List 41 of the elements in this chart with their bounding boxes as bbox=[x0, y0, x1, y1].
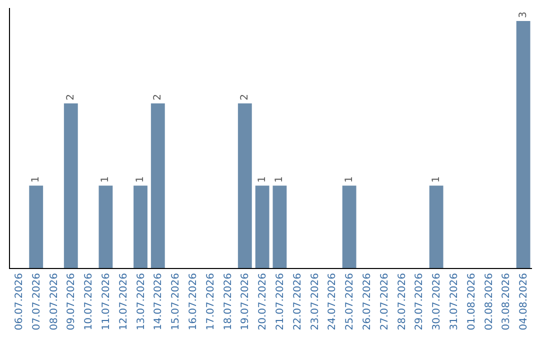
x-tick-label: 13.07.2026 bbox=[136, 273, 147, 330]
data-label: 1 bbox=[100, 176, 112, 183]
x-tick-label: 23.07.2026 bbox=[310, 273, 321, 330]
x-tick-label: 16.07.2026 bbox=[188, 273, 199, 330]
x-tick-label: 07.07.2026 bbox=[31, 273, 42, 330]
x-tick-label: 09.07.2026 bbox=[66, 273, 78, 330]
x-tick-label: 06.07.2026 bbox=[14, 273, 25, 330]
data-label: 1 bbox=[256, 176, 268, 183]
data-label: 1 bbox=[135, 176, 146, 183]
x-tick-label: 10.07.2026 bbox=[84, 273, 95, 330]
x-tick-label: 21.07.2026 bbox=[274, 273, 286, 330]
x-tick-label: 12.07.2026 bbox=[118, 273, 130, 330]
data-label: 2 bbox=[152, 94, 164, 100]
x-tick-label: 31.07.2026 bbox=[448, 273, 460, 330]
x-tick-label: 01.08.2026 bbox=[466, 273, 478, 330]
data-label: 1 bbox=[274, 176, 286, 183]
x-tick-label: 02.08.2026 bbox=[484, 273, 495, 330]
x-tick-label: 15.07.2026 bbox=[170, 273, 182, 330]
x-tick-label: 03.08.2026 bbox=[501, 273, 512, 330]
x-tick-label: 29.07.2026 bbox=[414, 273, 426, 330]
x-tick-label: 22.07.2026 bbox=[292, 273, 304, 330]
x-tick-label: 24.07.2026 bbox=[327, 273, 338, 330]
data-label: 1 bbox=[430, 176, 442, 183]
data-label: 1 bbox=[30, 176, 42, 183]
data-label: 3 bbox=[518, 12, 529, 18]
x-tick-label: 26.07.2026 bbox=[362, 273, 373, 330]
x-tick-label: 19.07.2026 bbox=[240, 273, 252, 330]
x-tick-label: 25.07.2026 bbox=[344, 273, 356, 330]
x-tick-label: 18.07.2026 bbox=[222, 273, 234, 330]
x-tick-label: 04.08.2026 bbox=[518, 273, 530, 330]
data-label: 2 bbox=[239, 94, 250, 100]
data-label: 2 bbox=[65, 94, 76, 100]
x-tick-label: 20.07.2026 bbox=[258, 273, 269, 330]
x-tick-label: 30.07.2026 bbox=[432, 273, 443, 330]
data-label: 1 bbox=[344, 176, 355, 183]
x-tick-label: 08.07.2026 bbox=[48, 273, 60, 330]
x-tick-label: 14.07.2026 bbox=[153, 273, 164, 330]
x-tick-label: 28.07.2026 bbox=[396, 273, 408, 330]
x-tick-label: 17.07.2026 bbox=[205, 273, 216, 330]
x-tick-label: 11.07.2026 bbox=[100, 273, 112, 330]
x-tick-label: 27.07.2026 bbox=[379, 273, 390, 330]
